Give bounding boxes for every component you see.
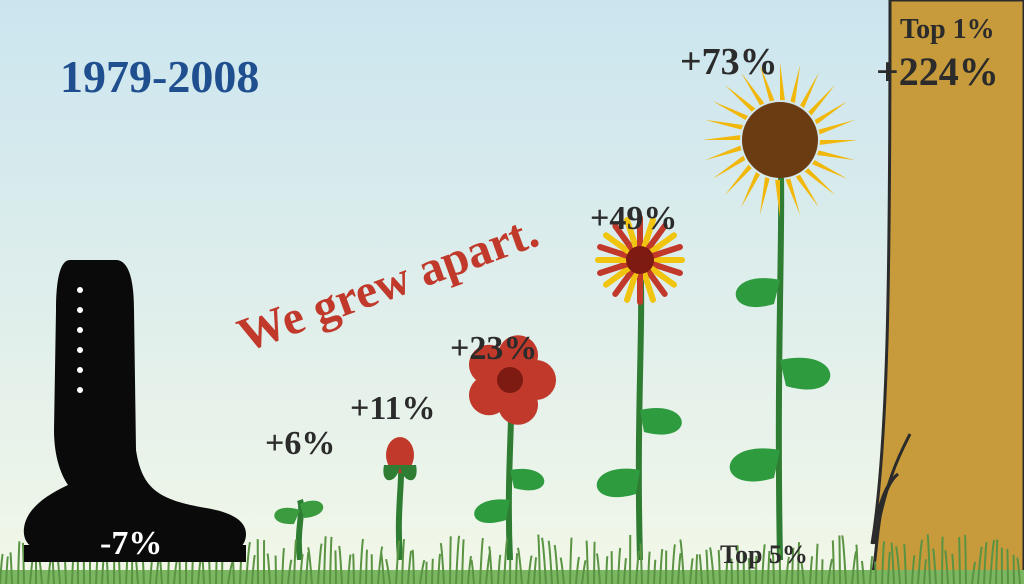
- plant-sublabel-sunflower-73: Top 5%: [720, 540, 808, 570]
- boot-label: -7%: [100, 525, 162, 563]
- plant-label-flower-49: +49%: [590, 200, 677, 238]
- plant-label-flower-23: +23%: [450, 330, 537, 368]
- period-label: 1979-2008: [60, 50, 259, 103]
- plant-label-sprout-6: +6%: [265, 425, 335, 463]
- plant-sunflower-73: [680, 20, 880, 560]
- tree-label-value: +224%: [876, 48, 999, 95]
- plant-label-sunflower-73: +73%: [680, 40, 778, 84]
- plant-label-bud-11: +11%: [350, 390, 436, 428]
- boot-icon: [10, 250, 260, 570]
- tree-label-top: Top 1%: [900, 14, 995, 46]
